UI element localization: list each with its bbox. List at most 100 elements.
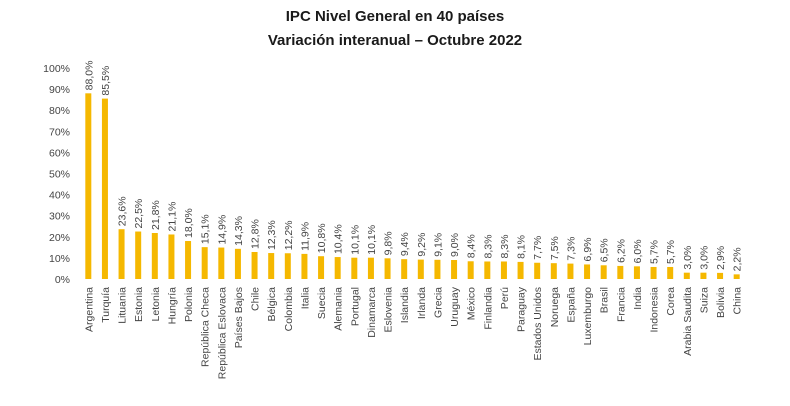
bar xyxy=(683,272,690,279)
bar xyxy=(367,257,374,279)
bar xyxy=(334,257,341,279)
bar xyxy=(401,259,408,279)
data-label: 14,9% xyxy=(216,215,228,245)
bar xyxy=(268,253,275,279)
data-label: 7,3% xyxy=(565,237,577,261)
bar xyxy=(650,266,657,279)
data-label: 3,0% xyxy=(698,246,710,270)
x-tick-label: Bolivia xyxy=(715,287,727,318)
bar xyxy=(617,265,624,279)
x-tick-label: Lituania xyxy=(117,287,129,324)
bar xyxy=(517,261,524,279)
bar xyxy=(384,258,391,279)
y-tick-label: 100% xyxy=(43,63,70,75)
x-tick-label: España xyxy=(565,287,577,323)
data-label: 12,2% xyxy=(283,220,295,250)
data-label: 8,3% xyxy=(499,235,511,259)
data-label: 2,2% xyxy=(732,247,744,271)
data-label: 85,5% xyxy=(100,66,112,96)
bar xyxy=(251,251,258,279)
bar xyxy=(600,265,607,279)
x-tick-label: Letonia xyxy=(150,287,162,322)
x-tick-label: Chile xyxy=(250,287,262,311)
x-tick-label: Bélgica xyxy=(266,287,278,322)
x-axis-labels: Argentina Turquía Lituania Estonia Letonia Hu… xyxy=(83,286,743,379)
data-label: 21,8% xyxy=(150,200,162,230)
x-tick-label: Finlandia xyxy=(482,287,494,330)
data-label: 6,0% xyxy=(632,239,644,263)
bar xyxy=(234,248,241,279)
y-tick-label: 0% xyxy=(55,274,70,286)
bar xyxy=(101,98,108,279)
x-tick-label: Suecia xyxy=(316,287,328,319)
x-tick-label: Suiza xyxy=(698,287,710,313)
x-tick-label: China xyxy=(732,287,744,315)
data-label: 6,5% xyxy=(599,238,611,262)
data-label: 22,5% xyxy=(133,199,145,229)
x-tick-label: Hungría xyxy=(166,287,178,325)
data-label: 3,0% xyxy=(682,246,694,270)
x-tick-label: Dinamarca xyxy=(366,287,378,338)
data-label: 7,7% xyxy=(532,236,544,260)
x-tick-label: Portugal xyxy=(349,287,361,326)
x-tick-label: Arabia Saudita xyxy=(682,287,694,356)
data-label: 23,6% xyxy=(117,196,129,226)
x-tick-label: Luxemburgo xyxy=(582,287,594,346)
data-label: 5,7% xyxy=(665,240,677,264)
x-tick-label: Paraguay xyxy=(516,286,528,332)
data-label: 5,7% xyxy=(649,240,661,264)
data-label: 8,1% xyxy=(516,235,528,259)
x-tick-label: Indonesia xyxy=(649,287,661,333)
chart-subtitle: Variación interanual – Octubre 2022 xyxy=(268,32,522,49)
data-label: 11,9% xyxy=(299,222,311,251)
bar xyxy=(151,233,158,279)
x-tick-label: Brasil xyxy=(599,287,611,313)
bar xyxy=(733,274,740,279)
data-label: 14,3% xyxy=(233,216,245,246)
bar xyxy=(118,229,125,279)
x-tick-label: Polonia xyxy=(183,287,195,322)
data-label: 18,0% xyxy=(183,208,195,238)
data-label: 8,3% xyxy=(482,235,494,259)
bar xyxy=(284,253,291,279)
chart-title: IPC Nivel General en 40 países xyxy=(286,8,504,25)
bar xyxy=(301,253,308,279)
x-tick-label: Italia xyxy=(299,287,311,309)
value-labels: 88,0% 85,5% 23,6% 22,5% 21,8% 21,1% 18,0% 15,1%… xyxy=(83,61,743,272)
y-tick-label: 80% xyxy=(49,105,70,117)
bar xyxy=(484,261,491,279)
x-tick-label: Alemania xyxy=(333,287,345,331)
bar xyxy=(700,272,707,279)
bar xyxy=(168,234,175,279)
bar xyxy=(550,263,557,279)
x-tick-label: República Checa xyxy=(200,287,212,367)
x-tick-label: México xyxy=(466,287,478,320)
y-tick-label: 20% xyxy=(49,232,70,244)
x-tick-label: Perú xyxy=(499,287,511,309)
x-tick-label: Irlanda xyxy=(416,287,428,319)
bar xyxy=(717,272,724,279)
bar xyxy=(135,231,142,279)
x-tick-label: Argentina xyxy=(83,287,95,332)
x-tick-label: Islandia xyxy=(399,287,411,323)
data-label: 7,5% xyxy=(549,236,561,260)
bar xyxy=(201,247,208,279)
bar xyxy=(434,259,441,279)
y-tick-label: 40% xyxy=(49,190,70,202)
bar xyxy=(185,241,192,279)
y-tick-label: 30% xyxy=(49,211,70,223)
x-tick-label: Grecia xyxy=(432,287,444,318)
data-label: 9,4% xyxy=(399,232,411,256)
data-label: 12,8% xyxy=(250,219,262,249)
bar xyxy=(534,262,541,279)
data-label: 9,8% xyxy=(383,231,395,255)
bar xyxy=(584,264,591,279)
y-axis: 0% 10% 20% 30% 40% 50% 60% 70% 80% 90% 100% xyxy=(43,63,70,286)
data-label: 88,0% xyxy=(83,61,95,91)
y-tick-label: 70% xyxy=(49,126,70,138)
x-tick-label: República Eslovaca xyxy=(216,287,228,379)
data-label: 10,1% xyxy=(349,225,361,255)
bar xyxy=(318,256,325,279)
x-tick-label: Francia xyxy=(615,287,627,322)
x-tick-label: Países Bajos xyxy=(233,287,245,348)
